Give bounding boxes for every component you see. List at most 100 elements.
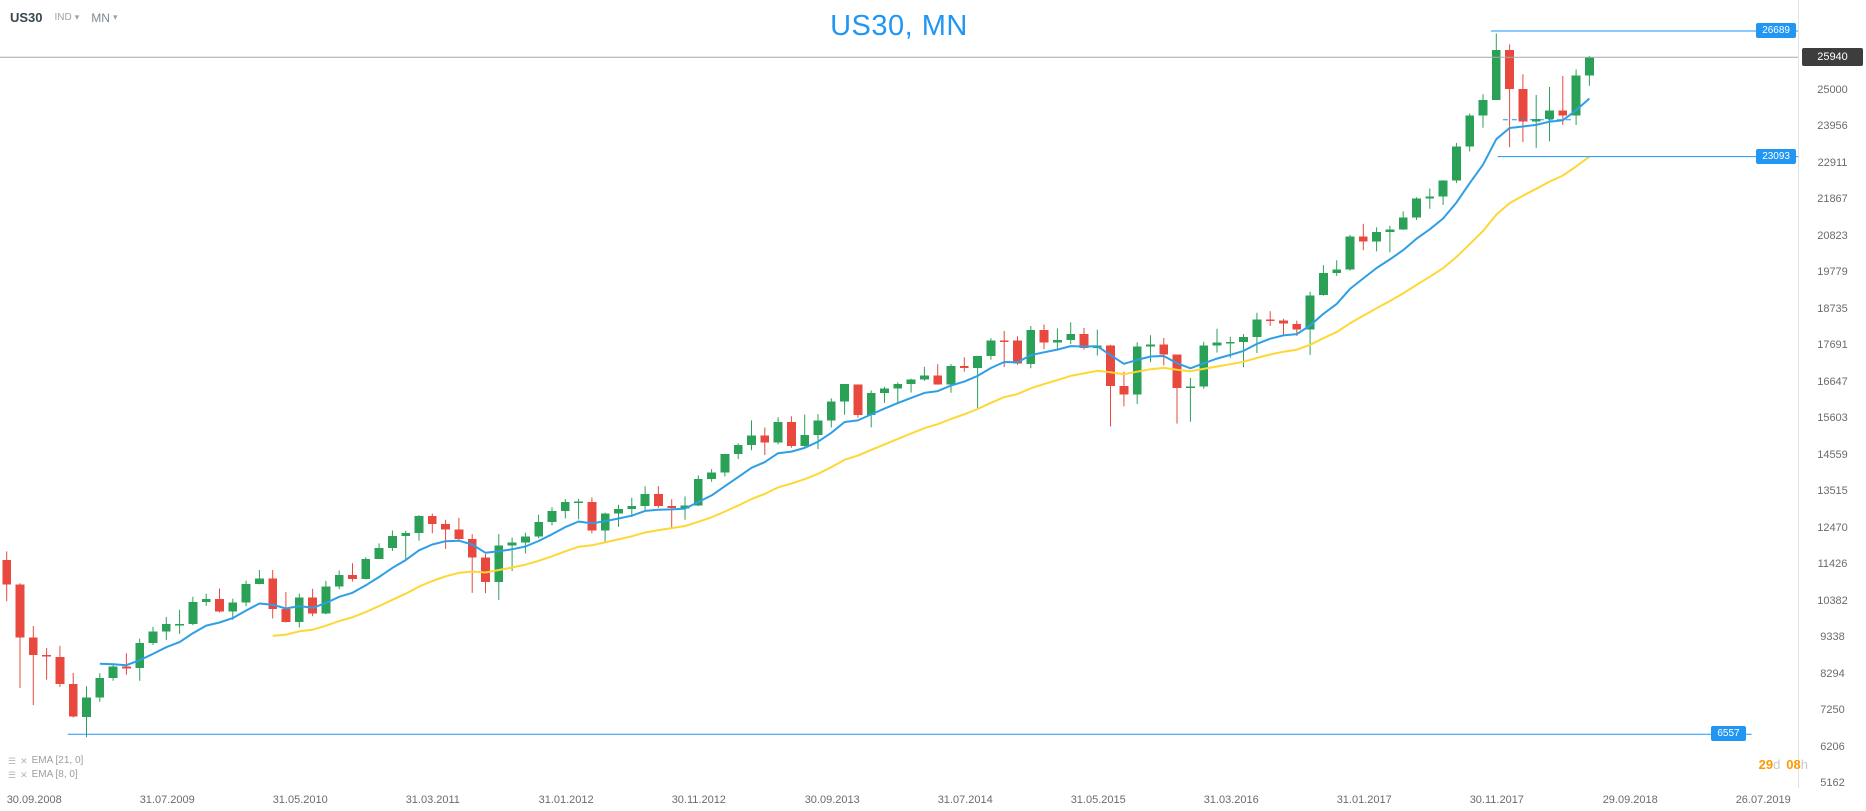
- candle[interactable]: [1212, 328, 1222, 353]
- candle[interactable]: [1039, 324, 1049, 350]
- candle[interactable]: [1106, 344, 1115, 427]
- candle[interactable]: [95, 673, 105, 702]
- candle[interactable]: [1505, 44, 1514, 148]
- candle[interactable]: [68, 672, 78, 718]
- indicator-settings-icon[interactable]: ☰: [8, 769, 17, 780]
- candle[interactable]: [308, 588, 317, 617]
- indicator-remove-icon[interactable]: ✕: [20, 769, 28, 780]
- candle[interactable]: [614, 504, 623, 527]
- candle[interactable]: [866, 390, 876, 428]
- candle[interactable]: [1372, 227, 1381, 252]
- candle[interactable]: [122, 653, 131, 675]
- candle[interactable]: [294, 593, 304, 628]
- candle[interactable]: [55, 645, 65, 687]
- candle[interactable]: [454, 517, 464, 542]
- symbol-name[interactable]: US30: [10, 10, 43, 25]
- candle[interactable]: [1172, 354, 1182, 424]
- candle[interactable]: [733, 443, 743, 460]
- candle[interactable]: [800, 414, 810, 448]
- candle[interactable]: [906, 378, 916, 393]
- candle[interactable]: [1119, 371, 1129, 407]
- candle[interactable]: [1186, 378, 1195, 422]
- candle[interactable]: [1146, 335, 1155, 363]
- candle[interactable]: [507, 537, 517, 571]
- candle[interactable]: [534, 514, 544, 539]
- timeframe-dropdown[interactable]: MN ▾: [91, 11, 117, 25]
- candle[interactable]: [108, 663, 118, 681]
- candle[interactable]: [1013, 336, 1022, 365]
- indicator-remove-icon[interactable]: ✕: [20, 755, 28, 766]
- candle[interactable]: [1092, 329, 1102, 356]
- candle[interactable]: [1199, 341, 1209, 389]
- candle[interactable]: [281, 592, 291, 623]
- candle[interactable]: [175, 609, 184, 634]
- candle[interactable]: [401, 530, 411, 560]
- candle[interactable]: [1066, 322, 1076, 344]
- candle[interactable]: [826, 398, 836, 428]
- candle[interactable]: [1438, 180, 1448, 205]
- candle[interactable]: [547, 507, 557, 526]
- candle[interactable]: [28, 626, 38, 706]
- candle[interactable]: [1531, 94, 1541, 148]
- candle[interactable]: [1491, 33, 1501, 100]
- candle[interactable]: [215, 588, 224, 613]
- candle[interactable]: [973, 355, 982, 410]
- candle[interactable]: [427, 513, 437, 534]
- candle[interactable]: [893, 382, 903, 404]
- candle[interactable]: [654, 486, 663, 508]
- candle[interactable]: [813, 414, 823, 450]
- candle[interactable]: [1478, 94, 1488, 128]
- candle[interactable]: [1385, 225, 1395, 253]
- candle[interactable]: [1319, 265, 1328, 296]
- candle[interactable]: [388, 530, 397, 552]
- candle[interactable]: [361, 557, 371, 580]
- candle[interactable]: [241, 580, 251, 607]
- candlestick-chart[interactable]: [0, 0, 1798, 788]
- candle[interactable]: [148, 626, 158, 645]
- candle[interactable]: [161, 616, 171, 641]
- candle[interactable]: [1545, 87, 1554, 142]
- candle[interactable]: [707, 469, 716, 482]
- candle[interactable]: [1465, 113, 1475, 152]
- candle[interactable]: [640, 486, 650, 510]
- candle[interactable]: [986, 338, 996, 360]
- candle[interactable]: [574, 498, 583, 520]
- candle[interactable]: [481, 554, 490, 594]
- candle[interactable]: [747, 420, 756, 451]
- candle[interactable]: [840, 383, 849, 415]
- candle[interactable]: [853, 384, 863, 418]
- candle[interactable]: [1358, 223, 1368, 251]
- candle[interactable]: [1425, 188, 1435, 209]
- candle[interactable]: [1026, 326, 1036, 369]
- ema-8-line[interactable]: [99, 97, 1591, 667]
- candle[interactable]: [587, 497, 597, 534]
- candle[interactable]: [773, 417, 783, 445]
- candle[interactable]: [1571, 69, 1581, 126]
- candle[interactable]: [521, 532, 530, 554]
- candle[interactable]: [15, 583, 25, 688]
- candle[interactable]: [42, 648, 51, 680]
- candle[interactable]: [880, 386, 889, 403]
- candle[interactable]: [959, 357, 969, 372]
- market-type-dropdown[interactable]: IND ▾: [55, 12, 80, 23]
- candle[interactable]: [2, 551, 12, 602]
- candle[interactable]: [933, 364, 943, 385]
- candle[interactable]: [1252, 312, 1262, 353]
- candle[interactable]: [228, 598, 238, 620]
- candle[interactable]: [667, 499, 677, 528]
- candle[interactable]: [627, 497, 637, 517]
- candle[interactable]: [334, 570, 344, 590]
- candle[interactable]: [1132, 342, 1142, 404]
- candle[interactable]: [321, 580, 331, 615]
- candle[interactable]: [720, 453, 730, 477]
- candle[interactable]: [946, 364, 956, 393]
- candle[interactable]: [1518, 74, 1528, 143]
- candle[interactable]: [414, 515, 424, 541]
- candle[interactable]: [82, 686, 91, 738]
- candle[interactable]: [1053, 328, 1062, 349]
- candle[interactable]: [348, 563, 357, 582]
- ema-21-line[interactable]: [272, 155, 1590, 637]
- crisis-low-line-label[interactable]: 6557: [1711, 726, 1746, 742]
- candle[interactable]: [560, 499, 570, 519]
- candle[interactable]: [1265, 311, 1275, 326]
